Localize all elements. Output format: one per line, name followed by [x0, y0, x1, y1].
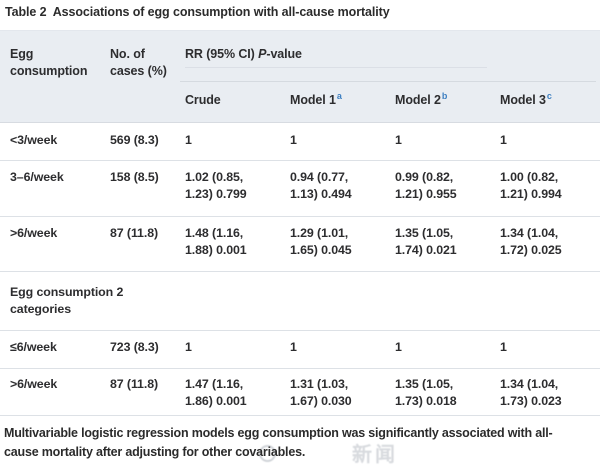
cell-cases: 87 (11.8)	[110, 226, 159, 240]
cell-model3: 1.34 (1.04, 1.73) 0.023	[500, 377, 562, 408]
cell-model1: 1	[290, 133, 297, 147]
subheader-model1: Model 1a	[290, 91, 342, 107]
cell-cases: 158 (8.5)	[110, 170, 159, 184]
cell-cases: 87 (11.8)	[110, 377, 159, 391]
cell-model1: 0.94 (0.77, 1.13) 0.494	[290, 170, 352, 201]
cell-model2: 1	[395, 340, 402, 354]
subheader-model1-footnote-marker: a	[336, 91, 342, 101]
cell-model2: 1	[395, 133, 402, 147]
subheader-model2-footnote-marker: b	[441, 91, 448, 101]
group-header-p-italic: P	[258, 47, 267, 61]
footnote: Multivariable logistic regression models…	[4, 426, 553, 459]
cell-model3: 1.00 (0.82, 1.21) 0.994	[500, 170, 562, 201]
subheader-model2: Model 2b	[395, 91, 448, 107]
subheader-model2-label: Model 2	[395, 93, 441, 107]
subheader-model3: Model 3c	[500, 91, 552, 107]
table-row-gt6-week-2cat: >6/week 87 (11.8) 1.47 (1.16, 1.86) 0.00…	[0, 369, 600, 416]
cell-model2: 0.99 (0.82, 1.21) 0.955	[395, 170, 457, 201]
cell-crude: 1.47 (1.16, 1.86) 0.001	[185, 377, 247, 408]
subheader-crude: Crude	[185, 93, 222, 107]
column-header-egg-consumption: Egg consumption	[10, 47, 88, 78]
cell-model3: 1	[500, 133, 507, 147]
table-row-le6-week: ≤6/week 723 (8.3) 1 1 1 1	[0, 331, 600, 369]
group-header-prefix: RR (95% CI)	[185, 47, 259, 61]
cell-category: 3–6/week	[10, 170, 64, 184]
table-row-lt3-week: <3/week 569 (8.3) 1 1 1 1	[0, 123, 600, 161]
table-row-gt6-week: >6/week 87 (11.8) 1.48 (1.16, 1.88) 0.00…	[0, 217, 600, 272]
group-header-suffix: -value	[266, 47, 302, 61]
cell-category: >6/week	[10, 226, 58, 240]
cell-model3: 1.34 (1.04, 1.72) 0.025	[500, 226, 562, 257]
cell-category: >6/week	[10, 377, 58, 391]
group-header-rr-ci-pvalue: RR (95% CI) P-value	[185, 46, 485, 63]
cell-model1: 1.29 (1.01, 1.65) 0.045	[290, 226, 352, 257]
cell-model1: 1.31 (1.03, 1.67) 0.030	[290, 377, 352, 408]
subheader-model1-label: Model 1	[290, 93, 336, 107]
section-row-egg-consumption-2-categories: Egg consumption 2 categories	[0, 272, 600, 331]
cell-model3: 1	[500, 340, 507, 354]
table-title: Table 2 Associations of egg consumption …	[5, 5, 390, 19]
group-header-underline	[185, 67, 487, 68]
column-header-no-of-cases: No. of cases (%)	[110, 47, 167, 78]
cell-model2: 1.35 (1.05, 1.74) 0.021	[395, 226, 457, 257]
cell-cases: 569 (8.3)	[110, 133, 159, 147]
table-row-3-6-week: 3–6/week 158 (8.5) 1.02 (0.85, 1.23) 0.7…	[0, 161, 600, 217]
table-body: <3/week 569 (8.3) 1 1 1 1 3–6/week 158 (…	[0, 123, 600, 416]
cell-category: ≤6/week	[10, 340, 57, 354]
cell-category: <3/week	[10, 133, 58, 147]
cell-crude: 1	[185, 133, 192, 147]
subheader-model3-label: Model 3	[500, 93, 546, 107]
subheader-model3-footnote-marker: c	[546, 91, 552, 101]
cell-model1: 1	[290, 340, 297, 354]
cell-crude: 1	[185, 340, 192, 354]
cell-crude: 1.48 (1.16, 1.88) 0.001	[185, 226, 247, 257]
cell-crude: 1.02 (0.85, 1.23) 0.799	[185, 170, 247, 201]
subheader-crude-label: Crude	[185, 93, 221, 107]
table-header: Egg consumption No. of cases (%) RR (95%…	[0, 30, 600, 123]
section-label: Egg consumption 2 categories	[10, 285, 124, 316]
cell-cases: 723 (8.3)	[110, 340, 159, 354]
cell-model2: 1.35 (1.05, 1.73) 0.018	[395, 377, 457, 408]
header-divider-line	[180, 81, 596, 82]
